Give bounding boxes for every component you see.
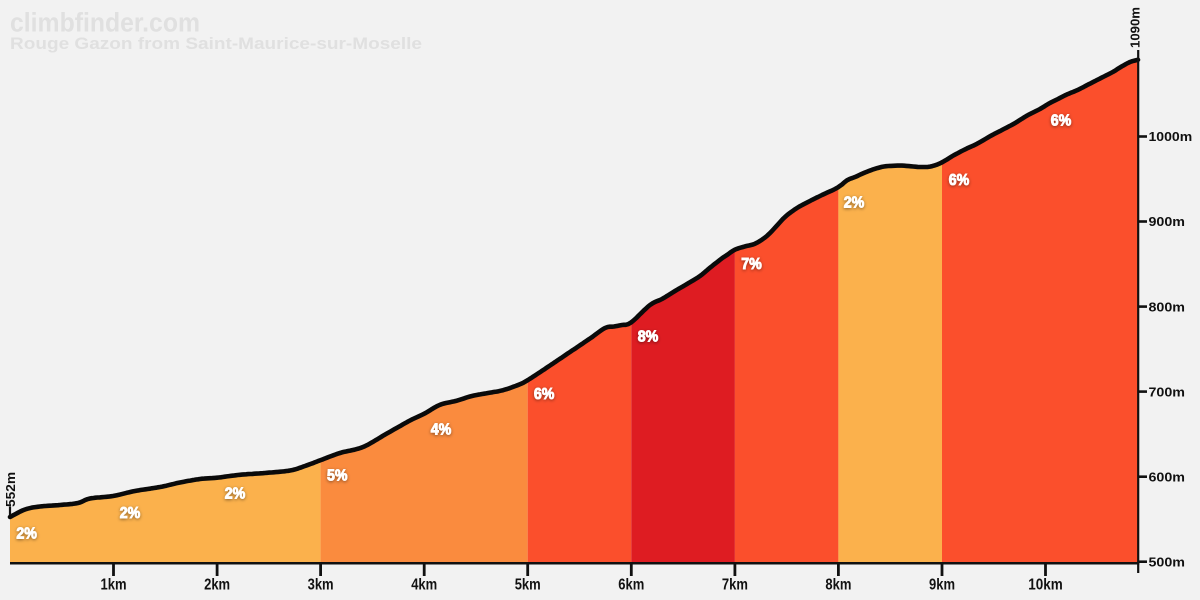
svg-text:6%: 6% [1051,112,1072,129]
svg-text:2%: 2% [844,194,865,211]
svg-text:1090m: 1090m [1128,7,1143,48]
svg-text:9km: 9km [929,577,955,594]
svg-text:10km: 10km [1028,577,1063,594]
svg-text:Rouge Gazon from Saint-Maurice: Rouge Gazon from Saint-Maurice-sur-Mosel… [10,34,422,53]
svg-text:1km: 1km [101,577,127,594]
svg-text:4km: 4km [411,577,437,594]
svg-text:800m: 800m [1149,299,1186,314]
svg-text:700m: 700m [1149,384,1186,399]
svg-text:900m: 900m [1149,214,1186,229]
svg-text:5km: 5km [515,577,541,594]
svg-text:2%: 2% [16,525,37,542]
svg-text:6km: 6km [618,577,644,594]
svg-text:600m: 600m [1149,469,1186,484]
svg-text:8%: 8% [638,329,659,346]
svg-text:2km: 2km [204,577,230,594]
svg-text:climbfinder.com: climbfinder.com [10,8,200,38]
svg-text:7%: 7% [741,256,762,273]
svg-text:2%: 2% [225,486,246,503]
svg-text:1000m: 1000m [1149,129,1193,144]
svg-text:5%: 5% [327,468,348,485]
svg-text:7km: 7km [722,577,748,594]
svg-text:552m: 552m [3,472,18,507]
svg-text:4%: 4% [431,422,452,439]
svg-text:6%: 6% [949,172,970,189]
svg-text:3km: 3km [308,577,334,594]
svg-text:2%: 2% [120,505,141,522]
svg-text:8km: 8km [825,577,851,594]
svg-text:500m: 500m [1149,554,1186,569]
svg-text:6%: 6% [534,386,555,403]
